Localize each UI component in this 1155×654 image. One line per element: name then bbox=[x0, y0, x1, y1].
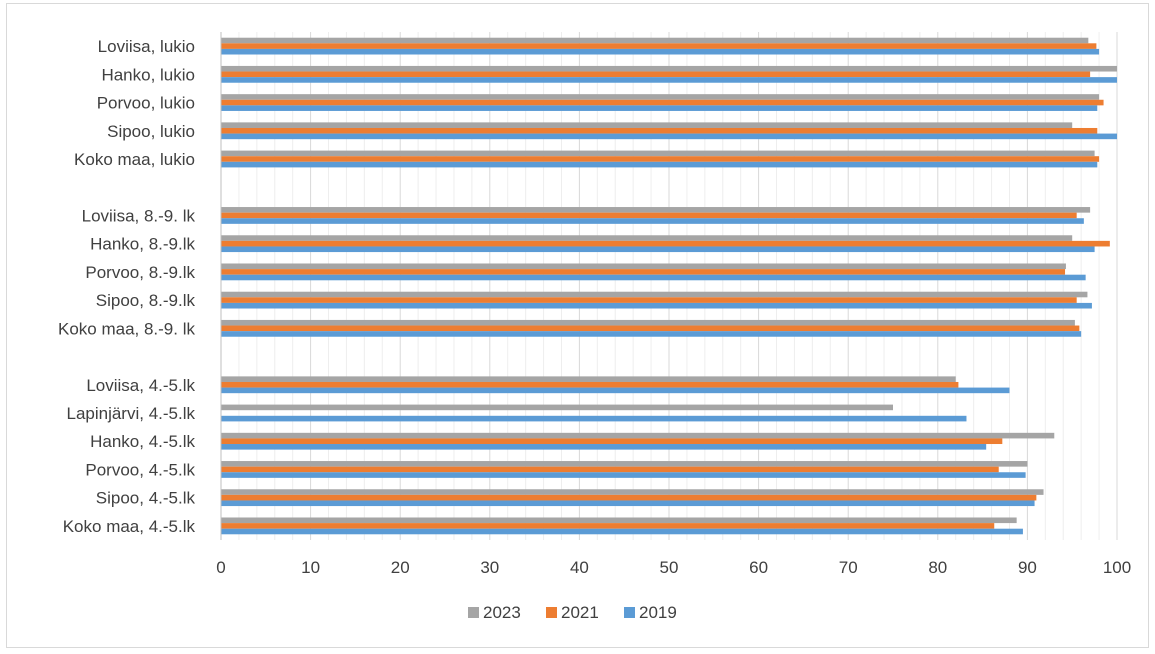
bar-2021 bbox=[221, 269, 1066, 275]
x-tick-label: 50 bbox=[660, 558, 679, 577]
bar-2019 bbox=[221, 528, 1023, 535]
bar-2019 bbox=[221, 274, 1086, 281]
category-label: Loviisa, 4.-5.lk bbox=[86, 376, 195, 395]
x-tick-label: 100 bbox=[1103, 558, 1131, 577]
bar-2023 bbox=[221, 319, 1075, 326]
bar-2021 bbox=[221, 438, 1003, 445]
bar-2023 bbox=[221, 37, 1089, 44]
category-label: Loviisa, lukio bbox=[98, 37, 195, 56]
bar-2021 bbox=[221, 240, 1110, 247]
bar-2023 bbox=[221, 291, 1088, 298]
category-label: Loviisa, 8.-9. lk bbox=[82, 206, 196, 225]
x-tick-label: 20 bbox=[391, 558, 410, 577]
bar-2021 bbox=[221, 71, 1091, 78]
category-label: Porvoo, 4.-5.lk bbox=[85, 460, 195, 479]
category-label: Hanko, 8.-9.lk bbox=[90, 235, 195, 254]
legend-label-2023: 2023 bbox=[483, 603, 521, 622]
legend-label-2021: 2021 bbox=[561, 603, 599, 622]
x-tick-label: 60 bbox=[749, 558, 768, 577]
bar-2019 bbox=[221, 500, 1035, 507]
category-label: Porvoo, lukio bbox=[97, 94, 195, 113]
bar-2021 bbox=[221, 523, 995, 529]
category-label: Porvoo, 8.-9.lk bbox=[85, 263, 195, 282]
bar-2019 bbox=[221, 415, 967, 422]
bar-2023 bbox=[221, 94, 1100, 100]
category-label: Koko maa, 8.-9. lk bbox=[58, 319, 196, 338]
bar-2019 bbox=[221, 48, 1100, 55]
bar-2023 bbox=[221, 461, 1028, 467]
bar-2019 bbox=[221, 105, 1098, 111]
x-tick-labels: 0 10 20 30 40 50 60 70 80 90 100 bbox=[216, 558, 1131, 577]
bar-2019 bbox=[221, 246, 1095, 253]
bar-2019 bbox=[221, 331, 1082, 337]
bar-2019 bbox=[221, 133, 1117, 140]
bar-2023 bbox=[221, 404, 893, 411]
x-tick-label: 0 bbox=[216, 558, 225, 577]
bar-2021 bbox=[221, 381, 959, 388]
bar-2021 bbox=[221, 212, 1077, 219]
category-label: Sipoo, lukio bbox=[107, 122, 195, 141]
bar-2023 bbox=[221, 489, 1044, 495]
category-label: Koko maa, lukio bbox=[74, 150, 195, 169]
bar-2021 bbox=[221, 156, 1100, 162]
bar-2023 bbox=[221, 376, 956, 382]
category-label: Hanko, 4.-5.lk bbox=[90, 432, 195, 451]
category-label: Sipoo, 8.-9.lk bbox=[96, 291, 196, 310]
bar-2021 bbox=[221, 127, 1098, 134]
bar-2021 bbox=[221, 325, 1080, 332]
bar-2021 bbox=[221, 466, 999, 473]
bar-2019 bbox=[221, 444, 987, 450]
bar-2019 bbox=[221, 218, 1084, 224]
bar-2021 bbox=[221, 494, 1037, 501]
legend-label-2019: 2019 bbox=[639, 603, 677, 622]
bar-2019 bbox=[221, 302, 1092, 309]
x-tick-label: 10 bbox=[301, 558, 320, 577]
bar-2023 bbox=[221, 432, 1055, 439]
bar-2023 bbox=[221, 263, 1066, 270]
x-tick-label: 40 bbox=[570, 558, 589, 577]
bar-2023 bbox=[221, 517, 1017, 524]
x-tick-label: 30 bbox=[480, 558, 499, 577]
bar-2023 bbox=[221, 207, 1091, 213]
category-label: Koko maa, 4.-5.lk bbox=[63, 517, 196, 536]
bar-2019 bbox=[221, 472, 1026, 478]
bar-2023 bbox=[221, 235, 1073, 241]
bar-2023 bbox=[221, 122, 1073, 128]
bar-2023 bbox=[221, 65, 1117, 72]
bar-2021 bbox=[221, 297, 1077, 303]
bars bbox=[221, 37, 1117, 535]
bar-2019 bbox=[221, 161, 1098, 168]
category-label: Sipoo, 4.-5.lk bbox=[96, 489, 196, 508]
x-tick-label: 80 bbox=[928, 558, 947, 577]
bar-2021 bbox=[221, 43, 1097, 49]
category-label: Lapinjärvi, 4.-5.lk bbox=[66, 404, 195, 423]
x-tick-label: 90 bbox=[1018, 558, 1037, 577]
legend-swatch-2021 bbox=[546, 607, 557, 618]
legend-swatch-2019 bbox=[624, 607, 635, 618]
legend: 2023 2021 2019 bbox=[468, 603, 677, 622]
bar-2023 bbox=[221, 150, 1095, 157]
category-label: Hanko, lukio bbox=[101, 65, 195, 84]
legend-swatch-2023 bbox=[468, 607, 479, 618]
bar-2021 bbox=[221, 99, 1104, 106]
bar-2019 bbox=[221, 387, 1010, 394]
bar-2019 bbox=[221, 77, 1117, 83]
x-tick-label: 70 bbox=[839, 558, 858, 577]
category-labels: Loviisa, lukio Hanko, lukio Porvoo, lukio S… bbox=[58, 37, 196, 536]
